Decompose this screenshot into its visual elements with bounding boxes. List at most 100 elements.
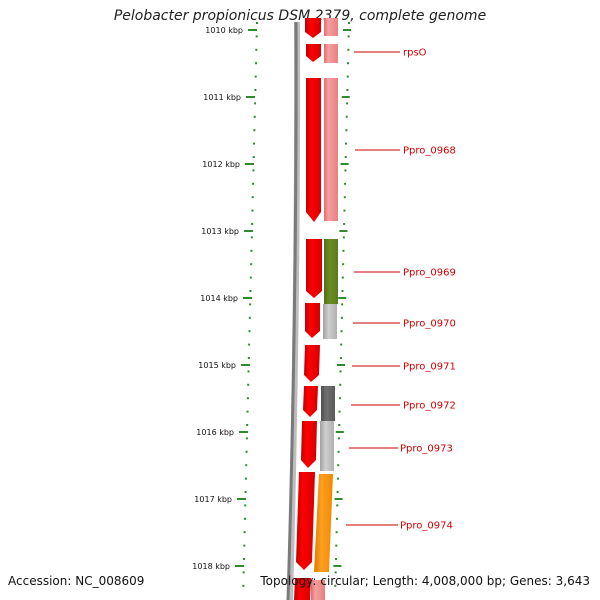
track-minor-tick xyxy=(340,316,343,319)
track-minor-tick xyxy=(335,544,338,547)
scale-minor-tick xyxy=(251,209,254,212)
scale-label: 1018 kbp xyxy=(192,562,230,571)
track-minor-tick xyxy=(345,115,348,118)
genome-summary-text: Topology: circular; Length: 4,008,000 bp… xyxy=(260,574,590,588)
scale-label: 1015 kbp xyxy=(198,361,236,370)
scale-minor-tick xyxy=(255,48,258,51)
cog-feature xyxy=(321,386,335,421)
scale-minor-tick xyxy=(250,263,253,266)
gene-label[interactable]: Ppro_0972 xyxy=(403,401,456,412)
cds-forward-track xyxy=(294,18,322,600)
cds-feature xyxy=(306,78,321,222)
track-minor-tick xyxy=(343,209,346,212)
cog-feature xyxy=(323,304,337,339)
gene-label-layer: rpsO Ppro_0968 Ppro_0969 Ppro_0970 Ppro_0971… xyxy=(346,48,456,532)
scale-minor-tick xyxy=(256,22,258,24)
track-minor-tick xyxy=(347,35,350,38)
track-minor-tick xyxy=(341,290,344,292)
track-minor-tick xyxy=(337,450,340,453)
track-minor-tick xyxy=(334,558,337,560)
scale-label: 1016 kbp xyxy=(196,428,234,437)
map-title: Pelobacter propionicus DSM 2379, complet… xyxy=(113,8,487,24)
track-minor-tick xyxy=(344,169,347,172)
track-minor-tick xyxy=(339,383,342,386)
gene-label[interactable]: Ppro_0969 xyxy=(403,268,456,279)
track-minor-tick xyxy=(336,491,339,493)
track-minor-tick xyxy=(343,196,346,199)
scale-minor-tick xyxy=(249,290,252,292)
gene-label[interactable]: Ppro_0974 xyxy=(400,521,453,532)
scale-minor-tick xyxy=(245,464,248,467)
cds-feature xyxy=(304,345,320,382)
scale-minor-tick xyxy=(252,182,255,185)
scale-minor-tick xyxy=(243,544,246,547)
track-minor-tick xyxy=(338,397,341,400)
backbone-track xyxy=(286,21,298,600)
track-minor-tick xyxy=(346,102,349,105)
scale-minor-tick xyxy=(247,370,250,373)
track-minor-tick xyxy=(340,330,343,333)
scale-minor-tick xyxy=(243,517,246,520)
cog-feature xyxy=(324,78,338,221)
scale-minor-tick xyxy=(253,142,256,145)
track-minor-tick xyxy=(342,236,345,239)
track-minor-tick xyxy=(335,531,338,534)
track-minor-tick xyxy=(336,477,339,480)
scale-minor-tick xyxy=(255,35,258,38)
track-minor-tick xyxy=(337,464,340,467)
gene-label[interactable]: Ppro_0973 xyxy=(400,444,453,455)
scale-minor-tick xyxy=(253,129,256,132)
track-minor-tick xyxy=(334,584,337,587)
cog-feature xyxy=(324,18,338,36)
scale-minor-tick xyxy=(248,330,251,333)
scale-minor-tick xyxy=(248,343,251,346)
cds-feature xyxy=(294,578,311,600)
scale-minor-tick xyxy=(246,424,249,426)
gene-label[interactable]: rpsO xyxy=(403,48,427,59)
cog-feature xyxy=(320,421,334,471)
track-minor-tick xyxy=(346,89,349,91)
cds-feature xyxy=(303,386,318,417)
cds-feature xyxy=(305,303,320,338)
gene-label[interactable]: Ppro_0970 xyxy=(403,319,456,330)
scale-minor-tick xyxy=(245,450,248,453)
scale-minor-tick xyxy=(252,156,255,158)
scale-minor-tick xyxy=(244,477,247,480)
scale-minor-tick xyxy=(251,223,254,225)
track-minor-tick xyxy=(345,142,348,145)
scale-minor-tick xyxy=(249,303,252,306)
track-minor-tick xyxy=(341,303,344,306)
scale-minor-tick xyxy=(247,383,250,386)
cog-feature xyxy=(324,44,338,63)
track-minor-tick xyxy=(347,62,350,65)
track-minor-tick xyxy=(348,22,350,24)
scale-minor-tick xyxy=(244,504,247,507)
cog-feature xyxy=(324,239,338,304)
track-minor-tick xyxy=(344,156,347,158)
track-minor-tick xyxy=(335,517,338,520)
cog-feature xyxy=(314,474,333,572)
cds-feature xyxy=(305,18,321,38)
scale-minor-tick xyxy=(245,437,248,440)
scale-label: 1012 kbp xyxy=(202,160,240,169)
scale-minor-tick xyxy=(251,196,254,199)
scale-minor-tick xyxy=(248,316,251,319)
scale-minor-tick xyxy=(247,357,250,359)
track-minor-tick xyxy=(338,410,341,413)
track-minor-tick xyxy=(336,504,339,507)
scale-label: 1013 kbp xyxy=(201,227,239,236)
cds-feature xyxy=(306,239,322,298)
gene-label[interactable]: Ppro_0968 xyxy=(403,146,456,157)
cog-track xyxy=(311,18,338,600)
track-minor-tick xyxy=(343,223,346,225)
cds-feature xyxy=(296,472,315,570)
track-minor-tick xyxy=(338,424,341,426)
scale-minor-tick xyxy=(250,249,253,252)
scale-minor-tick xyxy=(252,169,255,172)
scale-minor-tick xyxy=(242,558,245,560)
gene-label[interactable]: Ppro_0971 xyxy=(403,362,456,373)
scale-minor-tick xyxy=(246,397,249,400)
track-minor-tick xyxy=(334,571,337,574)
scale-minor-tick xyxy=(246,410,249,413)
scale-label: 1011 kbp xyxy=(203,93,241,102)
